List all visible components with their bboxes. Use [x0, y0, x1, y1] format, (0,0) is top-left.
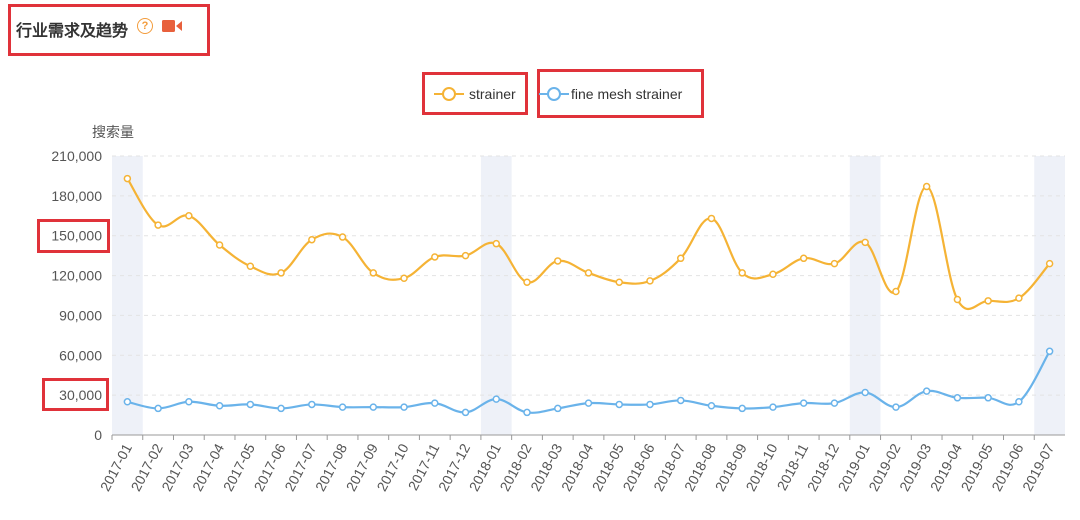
- point-fine-mesh-strainer: [246, 400, 255, 409]
- ytick-label: 60,000: [59, 347, 102, 363]
- point-strainer: [246, 262, 255, 271]
- ytick-label: 0: [94, 427, 102, 443]
- point-strainer: [799, 254, 808, 263]
- legend-swatch-strainer[interactable]: [434, 86, 464, 102]
- point-fine-mesh-strainer: [799, 399, 808, 407]
- point-strainer: [984, 297, 992, 305]
- title-highlight-box: [8, 4, 210, 56]
- page-title: 行业需求及趋势: [16, 21, 129, 40]
- point-fine-mesh-strainer: [738, 404, 746, 413]
- point-fine-mesh-strainer: [154, 404, 162, 413]
- ytick-label: 150,000: [51, 228, 102, 244]
- point-strainer: [154, 221, 162, 229]
- point-fine-mesh-strainer: [861, 388, 869, 397]
- point-strainer: [738, 269, 746, 277]
- ytick-label: 120,000: [51, 268, 102, 284]
- legend-label-strainer[interactable]: strainer: [469, 86, 516, 102]
- point-strainer: [830, 259, 839, 268]
- point-fine-mesh-strainer: [615, 400, 623, 409]
- point-strainer: [523, 278, 531, 286]
- point-fine-mesh-strainer: [461, 408, 470, 417]
- point-strainer: [769, 270, 777, 278]
- point-fine-mesh-strainer: [1015, 398, 1023, 406]
- point-strainer: [953, 295, 962, 304]
- point-fine-mesh-strainer: [123, 398, 132, 406]
- point-fine-mesh-strainer: [492, 395, 501, 403]
- ytick-30000-highlight: [42, 378, 109, 411]
- point-fine-mesh-strainer: [554, 404, 562, 413]
- point-strainer: [892, 287, 900, 296]
- point-strainer: [369, 269, 378, 277]
- point-fine-mesh-strainer: [953, 394, 962, 402]
- point-fine-mesh-strainer: [892, 403, 900, 411]
- point-strainer: [185, 212, 193, 220]
- point-strainer: [554, 257, 562, 265]
- point-fine-mesh-strainer: [584, 399, 593, 407]
- point-fine-mesh-strainer: [277, 404, 285, 413]
- band-2019-07: [1034, 156, 1065, 435]
- ytick-label: 90,000: [59, 307, 102, 323]
- point-strainer: [584, 269, 593, 277]
- point-fine-mesh-strainer: [308, 400, 316, 409]
- video-camera-icon[interactable]: [162, 19, 182, 33]
- point-strainer: [431, 253, 439, 261]
- point-strainer: [707, 214, 716, 223]
- question-circle-icon[interactable]: ?: [137, 18, 153, 34]
- point-fine-mesh-strainer: [984, 394, 992, 402]
- point-fine-mesh-strainer: [922, 387, 931, 395]
- point-fine-mesh-strainer: [1045, 347, 1054, 356]
- point-fine-mesh-strainer: [369, 403, 378, 411]
- point-strainer: [123, 174, 132, 183]
- point-strainer: [615, 278, 623, 286]
- y-axis-label: 搜索量: [92, 124, 134, 140]
- point-fine-mesh-strainer: [646, 400, 654, 409]
- point-fine-mesh-strainer: [400, 403, 408, 411]
- point-strainer: [492, 239, 501, 248]
- point-fine-mesh-strainer: [431, 399, 439, 407]
- series-line-strainer: [126, 177, 1051, 311]
- point-fine-mesh-strainer: [338, 403, 347, 411]
- point-strainer: [676, 254, 685, 263]
- point-fine-mesh-strainer: [185, 398, 193, 406]
- point-strainer: [922, 182, 931, 191]
- ytick-label: 30,000: [59, 387, 102, 403]
- legend-label-fine-mesh[interactable]: fine mesh strainer: [571, 86, 683, 102]
- legend-fine-mesh-highlight: [537, 69, 704, 118]
- point-strainer: [215, 241, 224, 249]
- point-fine-mesh-strainer: [215, 402, 224, 410]
- legend-swatch-fine-mesh[interactable]: [539, 86, 569, 102]
- band-2017-01: [112, 156, 143, 435]
- legend-strainer-highlight: [422, 72, 528, 115]
- point-strainer: [338, 233, 347, 241]
- point-strainer: [400, 274, 408, 282]
- band-2019-01: [849, 156, 881, 435]
- point-fine-mesh-strainer: [830, 399, 839, 407]
- point-strainer: [277, 269, 285, 277]
- point-strainer: [308, 235, 316, 244]
- point-strainer: [646, 277, 654, 285]
- ytick-label: 180,000: [51, 188, 102, 204]
- ytick-label: 210,000: [51, 148, 102, 164]
- point-strainer: [861, 238, 869, 247]
- point-strainer: [1045, 259, 1054, 268]
- point-fine-mesh-strainer: [769, 403, 777, 411]
- point-fine-mesh-strainer: [676, 396, 685, 405]
- point-fine-mesh-strainer: [523, 408, 531, 417]
- point-fine-mesh-strainer: [707, 402, 716, 410]
- ytick-150000-highlight: [37, 219, 110, 253]
- point-strainer: [461, 251, 470, 260]
- point-strainer: [1015, 294, 1023, 302]
- band-2018-01: [480, 156, 512, 435]
